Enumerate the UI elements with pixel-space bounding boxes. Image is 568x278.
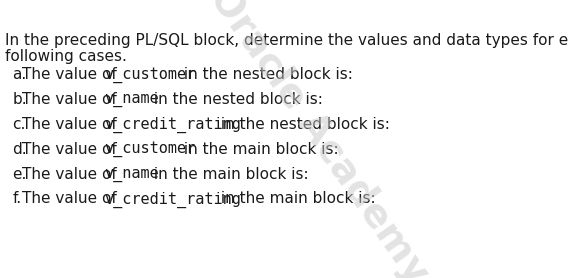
Text: c.: c.	[12, 117, 26, 132]
Text: The value of: The value of	[22, 192, 122, 207]
Text: d.: d.	[12, 142, 27, 157]
Text: v_customer: v_customer	[104, 67, 195, 83]
Text: in the nested block is:: in the nested block is:	[179, 67, 353, 82]
Text: v_name: v_name	[104, 92, 158, 107]
Text: f.: f.	[12, 192, 22, 207]
Text: v_customer: v_customer	[104, 142, 195, 157]
Text: v_credit_rating: v_credit_rating	[104, 117, 241, 133]
Text: v_name: v_name	[104, 167, 158, 182]
Text: In the preceding PL/SQL block, determine the values and data types for each of t: In the preceding PL/SQL block, determine…	[5, 33, 568, 48]
Text: in the nested block is:: in the nested block is:	[216, 117, 390, 132]
Text: e.: e.	[12, 167, 27, 182]
Text: following cases.: following cases.	[5, 49, 127, 64]
Text: in the main block is:: in the main block is:	[149, 167, 308, 182]
Text: b.: b.	[12, 92, 27, 107]
Text: in the main block is:: in the main block is:	[216, 192, 375, 207]
Text: Oracle Academy: Oracle Academy	[202, 0, 436, 278]
Text: The value of: The value of	[22, 92, 122, 107]
Text: The value of: The value of	[22, 167, 122, 182]
Text: a.: a.	[12, 67, 27, 82]
Text: The value of: The value of	[22, 142, 122, 157]
Text: v_credit_rating: v_credit_rating	[104, 192, 241, 208]
Text: in the nested block is:: in the nested block is:	[149, 92, 323, 107]
Text: in the main block is:: in the main block is:	[179, 142, 339, 157]
Text: The value of: The value of	[22, 117, 122, 132]
Text: The value of: The value of	[22, 67, 122, 82]
